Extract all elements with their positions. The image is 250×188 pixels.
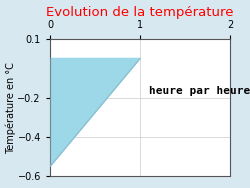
Title: Evolution de la température: Evolution de la température bbox=[46, 6, 234, 19]
Text: heure par heure: heure par heure bbox=[149, 86, 250, 96]
Y-axis label: Température en °C: Température en °C bbox=[6, 62, 16, 154]
Polygon shape bbox=[50, 58, 140, 167]
